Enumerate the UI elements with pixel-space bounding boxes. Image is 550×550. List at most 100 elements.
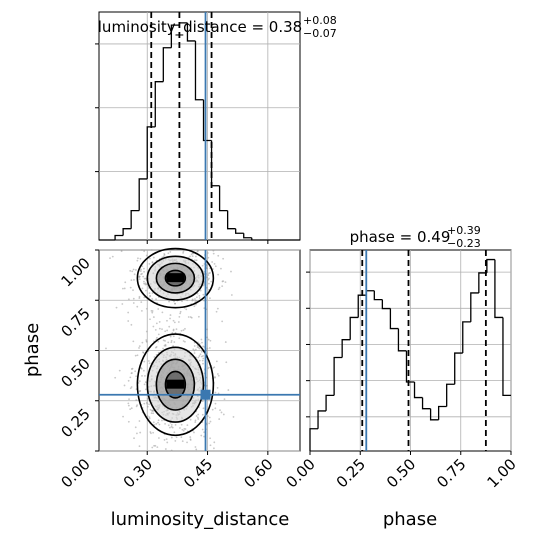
d2-point-364 (149, 294, 152, 297)
d2-point-1229 (210, 280, 213, 283)
d2-point-425 (139, 257, 142, 260)
d2-point-1009 (200, 350, 203, 353)
d2-peak-mode0 (166, 273, 185, 283)
d2-peak-mode1 (166, 379, 185, 389)
ph-bin-9 (381, 299, 391, 310)
d2-point-127 (129, 408, 132, 411)
d2-point-165 (174, 302, 176, 305)
d2-point-271 (141, 287, 144, 290)
d2-point-689 (144, 381, 147, 384)
d2-point-1236 (152, 256, 155, 259)
d2-point-988 (189, 439, 192, 441)
d2-point-700 (186, 299, 189, 302)
d2-point-917 (144, 283, 147, 286)
d2-point-236 (201, 413, 204, 416)
d2-point-1291 (155, 322, 158, 325)
d2-point-1260 (130, 279, 133, 282)
d2-point-1247 (135, 399, 138, 401)
d2-point-454 (213, 366, 216, 369)
d2-point-458 (175, 436, 178, 439)
d2-point-614 (206, 347, 209, 350)
d2-point-385 (195, 448, 198, 451)
d2-point-433 (196, 346, 199, 349)
d2-point-440 (214, 376, 216, 379)
d2-xtick-label-0: 0.30 (120, 455, 156, 491)
hist-phase-panel: 0.00 0.25 0.50 0.75 1.00 phase = 0.49 +0.39 … (282, 224, 519, 530)
d2-point-1252 (179, 310, 182, 313)
d2-point-612 (184, 327, 186, 330)
d2-point-447 (141, 341, 144, 344)
d2-point-1266 (149, 408, 152, 411)
d2-point-461 (150, 412, 153, 415)
d2-point-650 (208, 416, 211, 419)
d2-truth-marker (200, 389, 211, 400)
d2-point-641 (143, 280, 145, 283)
d2-point-1034 (118, 369, 121, 372)
d2-point-1221 (218, 418, 221, 420)
d2-point-314 (196, 344, 199, 347)
d2-point-842 (215, 360, 218, 363)
d2-point-961 (170, 341, 173, 344)
d2-point-1059 (151, 261, 154, 263)
ld-bin-13 (202, 99, 212, 142)
d2-point-285 (151, 311, 154, 314)
d2-point-1001 (144, 388, 147, 391)
d2-point-1279 (140, 301, 143, 303)
ld-bin-18 (243, 233, 252, 239)
d2-point-534 (168, 300, 170, 303)
d2-point-355 (127, 320, 130, 322)
d2-point-1180 (213, 447, 215, 450)
d2-point-1012 (138, 390, 141, 393)
d2-point-744 (191, 299, 194, 302)
d2-point-925 (182, 250, 185, 253)
d2-point-195 (114, 376, 117, 379)
ph-bin-24 (502, 317, 511, 397)
ld-bin-7 (154, 81, 164, 127)
d2-point-828 (186, 441, 188, 444)
d2-point-267 (194, 259, 196, 262)
d2-xtick-label-2: 0.60 (240, 455, 276, 491)
hist-ld-title-minus: −0.07 (303, 27, 337, 40)
d2-point-148 (182, 252, 184, 254)
d2-point-466 (224, 341, 227, 343)
d2-point-651 (140, 367, 143, 370)
d2-point-732 (208, 272, 210, 275)
d2-point-379 (173, 300, 175, 303)
d2-ytick-label-3: 0.75 (57, 304, 93, 340)
ph-bin-20 (470, 292, 479, 322)
d2-point-885 (150, 249, 153, 251)
d2-point-668 (123, 384, 126, 387)
d2-point-332 (198, 294, 201, 297)
d2-point-916 (142, 369, 145, 372)
d2-point-282 (173, 431, 176, 434)
d2-point-1270 (182, 329, 185, 332)
d2-point-438 (162, 347, 164, 350)
d2-point-260 (172, 319, 175, 322)
hist-phase-quantiles (361, 250, 487, 451)
d2-contour-mode0-l1 (146, 255, 205, 301)
d2-point-740 (122, 415, 124, 418)
d2-point-1192 (181, 300, 183, 303)
d2-point-1032 (180, 423, 183, 426)
d2-point-942 (177, 321, 180, 323)
d2-point-373 (143, 383, 146, 386)
ph-xtick-label-2: 0.50 (383, 455, 419, 491)
d2-ytick-label-1: 0.25 (57, 405, 93, 441)
hist-ld-bars (99, 22, 300, 241)
d2-point-785 (182, 340, 185, 342)
d2-point-1006 (214, 265, 217, 268)
d2-point-303 (193, 305, 196, 308)
d2-point-535 (149, 431, 152, 433)
d2-point-1025 (222, 257, 225, 260)
d2-point-634 (135, 375, 138, 378)
ld-bin-11 (186, 22, 196, 42)
d2-point-1165 (145, 340, 148, 343)
d2-point-992 (181, 428, 184, 431)
ph-bin-18 (454, 352, 463, 385)
d2-point-255 (145, 307, 148, 310)
d2-point-861 (157, 340, 160, 343)
ph-bin-15 (429, 408, 439, 421)
ld-bin-9 (170, 24, 180, 48)
d2-point-719 (196, 416, 199, 419)
d2-point-389 (148, 292, 151, 295)
